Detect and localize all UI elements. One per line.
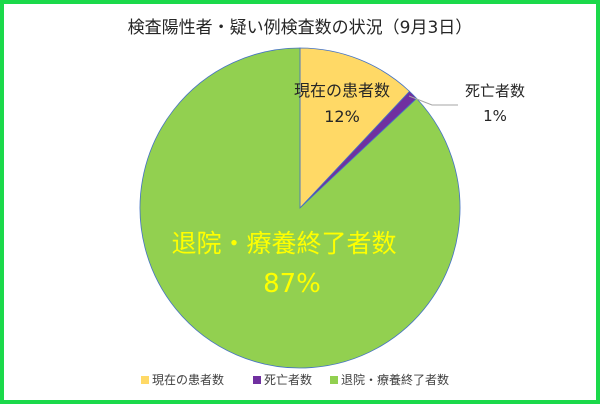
slice-label-value-2: 87% [263,269,321,299]
legend-swatch-2 [330,376,338,384]
legend: 現在の患者数 死亡者数 退院・療養終了者数 [141,372,449,387]
legend-label-2: 退院・療養終了者数 [341,372,449,387]
pie-slice-2 [139,47,461,369]
slice-label-name-2: 退院・療養終了者数 [171,229,396,258]
chart-title: 検査陽性者・疑い例検査数の状況（9月3日） [128,18,473,38]
pie-slice-0 [299,47,411,210]
slice-label-value-0: 12% [324,107,360,126]
slice-label-value-1: 1% [483,107,507,125]
legend-label-1: 死亡者数 [264,372,312,387]
slice-label-name-0: 現在の患者数 [294,81,390,100]
pie-slices [139,47,461,369]
legend-swatch-1 [253,376,261,384]
slice-label-name-1: 死亡者数 [465,82,525,100]
leader-line [408,95,458,106]
legend-swatch-0 [141,376,149,384]
legend-label-0: 現在の患者数 [152,372,224,387]
